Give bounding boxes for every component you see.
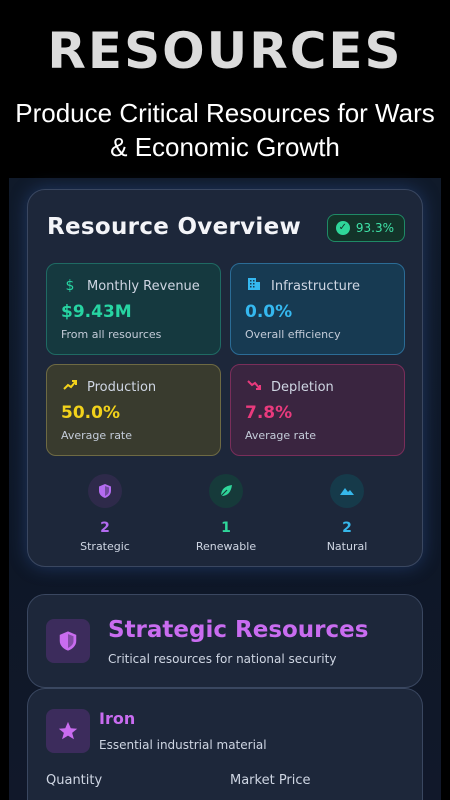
count-number: 1 <box>221 520 231 536</box>
quantity-label: Quantity <box>46 773 103 788</box>
stat-value: $9.43M <box>61 302 132 322</box>
resource-name: Iron <box>99 709 136 728</box>
stat-caption: Average rate <box>245 429 317 442</box>
trending-up-icon <box>61 378 79 396</box>
stat-label: Monthly Revenue <box>87 278 200 294</box>
count-label: Natural <box>326 540 368 553</box>
mountain-icon <box>330 474 364 508</box>
depletion-card[interactable]: Depletion 7.8% Average rate <box>230 364 405 456</box>
efficiency-badge: ✓ 93.3% <box>326 214 405 242</box>
strategic-count[interactable]: 2 Strategic <box>50 474 160 553</box>
resource-overview-card: Resource Overview ✓ 93.3% $ Monthly Reve… <box>27 189 423 567</box>
building-icon <box>245 277 263 295</box>
count-number: 2 <box>342 520 352 536</box>
banner-title: RESOURCES <box>47 22 403 80</box>
stat-label: Depletion <box>271 379 334 395</box>
stat-caption: Overall efficiency <box>245 328 341 341</box>
infrastructure-card[interactable]: Infrastructure 0.0% Overall efficiency <box>230 263 405 355</box>
leaf-icon <box>209 474 243 508</box>
strategic-resources-header[interactable]: Strategic Resources Critical resources f… <box>27 594 423 688</box>
promo-banner: RESOURCES Produce Critical Resources for… <box>0 0 450 178</box>
shield-icon <box>88 474 122 508</box>
check-circle-icon: ✓ <box>335 221 350 235</box>
market-price-label: Market Price <box>230 773 311 788</box>
stat-caption: Average rate <box>61 429 133 442</box>
section-subtitle: Critical resources for national security <box>108 652 337 666</box>
trending-down-icon <box>245 378 263 396</box>
count-label: Renewable <box>195 540 257 553</box>
stat-value: 7.8% <box>245 403 293 423</box>
banner-subtitle: Produce Critical Resources for Wars & Ec… <box>15 98 435 162</box>
iron-resource-card[interactable]: Iron Essential industrial material Quant… <box>27 688 423 800</box>
badge-value: 93.3% <box>355 221 394 235</box>
production-card[interactable]: Production 50.0% Average rate <box>46 364 221 456</box>
stat-label: Infrastructure <box>271 278 360 294</box>
stat-value: 0.0% <box>245 302 293 322</box>
category-counts: 2 Strategic 1 Renewable 2 Natural <box>28 474 422 554</box>
stat-caption: From all resources <box>61 328 162 341</box>
natural-count[interactable]: 2 Natural <box>292 474 402 553</box>
star-icon <box>46 709 90 753</box>
resource-description: Essential industrial material <box>99 738 267 752</box>
overview-title: Resource Overview <box>47 214 302 240</box>
monthly-revenue-card[interactable]: $ Monthly Revenue $9.43M From all resour… <box>46 263 221 355</box>
count-label: Strategic <box>80 540 130 553</box>
dollar-icon: $ <box>65 278 75 294</box>
shield-icon <box>46 619 90 663</box>
count-number: 2 <box>100 520 110 536</box>
app-screen: Resource Overview ✓ 93.3% $ Monthly Reve… <box>9 178 441 800</box>
stat-value: 50.0% <box>61 403 120 423</box>
stat-label: Production <box>87 379 157 395</box>
section-title: Strategic Resources <box>108 617 369 643</box>
renewable-count[interactable]: 1 Renewable <box>171 474 281 553</box>
